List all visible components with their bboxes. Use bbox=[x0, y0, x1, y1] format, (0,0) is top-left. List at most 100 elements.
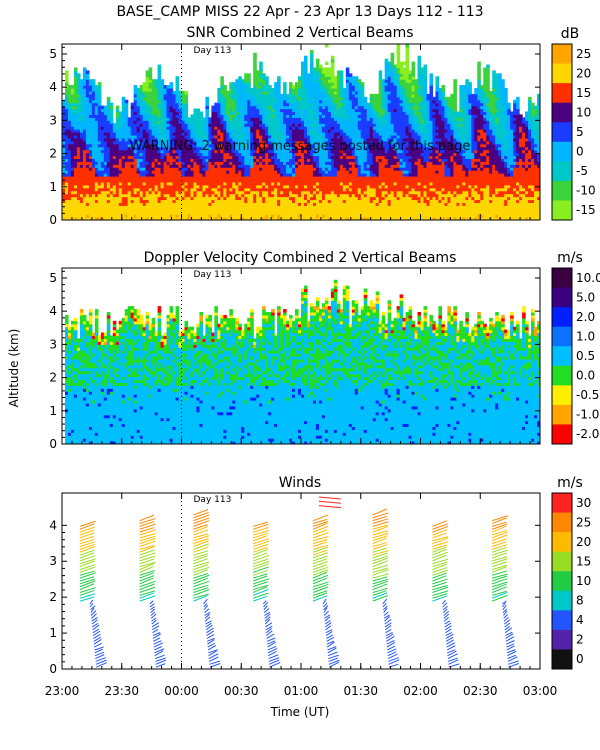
doppler-cell bbox=[136, 347, 141, 351]
doppler-cell bbox=[208, 344, 212, 351]
doppler-cell bbox=[121, 397, 126, 401]
doppler-cell bbox=[537, 373, 540, 378]
snr-cell bbox=[184, 137, 189, 168]
snr-cell bbox=[202, 184, 206, 192]
doppler-cell bbox=[136, 382, 141, 430]
doppler-cell bbox=[408, 338, 413, 345]
doppler-cell bbox=[441, 335, 445, 339]
doppler-cell bbox=[301, 373, 305, 378]
doppler-cell bbox=[256, 379, 260, 395]
doppler-cell bbox=[306, 320, 311, 328]
doppler-cell bbox=[399, 300, 404, 307]
snr-cell bbox=[199, 152, 204, 159]
doppler-cell bbox=[462, 326, 466, 339]
doppler-cell bbox=[181, 382, 186, 386]
snr-cell bbox=[238, 196, 242, 201]
doppler-cell bbox=[82, 358, 87, 366]
doppler-cell bbox=[477, 317, 481, 322]
doppler-cell bbox=[447, 306, 451, 313]
snr-cell bbox=[429, 161, 434, 183]
snr-cell bbox=[312, 117, 317, 136]
snr-cell bbox=[211, 137, 215, 145]
snr-cell bbox=[426, 132, 431, 148]
snr-cell bbox=[477, 199, 481, 203]
doppler-cell bbox=[238, 370, 242, 378]
snr-cell bbox=[256, 152, 260, 159]
snr-cell bbox=[64, 108, 69, 130]
snr-cell bbox=[208, 158, 212, 162]
snr-cell bbox=[85, 70, 90, 74]
doppler-cell bbox=[372, 335, 377, 339]
doppler-cell bbox=[480, 326, 484, 337]
doppler-cell bbox=[432, 320, 437, 325]
snr-cell bbox=[112, 137, 117, 142]
snr-cell bbox=[534, 134, 538, 139]
doppler-cell bbox=[133, 329, 138, 337]
snr-cell bbox=[435, 173, 440, 192]
snr-cell bbox=[513, 114, 517, 118]
snr-cell bbox=[148, 82, 153, 89]
snr-cell bbox=[408, 158, 413, 162]
snr-cell bbox=[474, 158, 478, 162]
doppler-cell bbox=[429, 361, 434, 366]
snr-cell bbox=[265, 190, 269, 215]
doppler-cell bbox=[106, 350, 111, 357]
doppler-cell bbox=[298, 388, 302, 395]
doppler-cell bbox=[226, 332, 230, 348]
snr-cell bbox=[423, 190, 428, 198]
snr-cell bbox=[223, 85, 227, 98]
doppler-cell bbox=[363, 320, 368, 331]
snr-cell bbox=[250, 132, 254, 157]
doppler-cell bbox=[432, 329, 437, 334]
doppler-cell bbox=[387, 335, 392, 339]
snr-cell bbox=[211, 105, 215, 113]
y-tick-label: 3 bbox=[49, 113, 57, 127]
doppler-cell bbox=[519, 376, 523, 444]
doppler-cell bbox=[435, 326, 440, 331]
snr-cell bbox=[498, 90, 502, 95]
snr-cell bbox=[519, 132, 523, 139]
snr-cell bbox=[438, 152, 443, 157]
snr-cell bbox=[330, 82, 335, 86]
doppler-cell bbox=[214, 312, 218, 316]
doppler-cell bbox=[256, 394, 260, 398]
doppler-cell bbox=[265, 341, 269, 357]
doppler-cell bbox=[199, 320, 204, 325]
doppler-cell bbox=[145, 379, 150, 383]
snr-cell bbox=[151, 134, 156, 145]
doppler-cell bbox=[477, 388, 481, 444]
snr-cell bbox=[321, 132, 326, 171]
snr-cell bbox=[402, 61, 407, 66]
snr-cell bbox=[345, 67, 350, 77]
snr-cell bbox=[226, 170, 230, 174]
doppler-cell bbox=[121, 382, 126, 386]
doppler-cell bbox=[303, 294, 308, 298]
snr-cell bbox=[223, 199, 227, 218]
snr-cell bbox=[286, 108, 290, 115]
doppler-cell bbox=[97, 373, 102, 378]
y-tick-label: 1 bbox=[49, 180, 57, 194]
snr-cell bbox=[342, 88, 347, 101]
doppler-cell bbox=[330, 373, 335, 378]
doppler-cell bbox=[480, 320, 484, 325]
snr-cell bbox=[301, 129, 305, 142]
snr-cell bbox=[369, 99, 374, 104]
doppler-cell bbox=[357, 335, 362, 351]
snr-cell bbox=[339, 152, 344, 157]
doppler-cell bbox=[531, 309, 535, 313]
doppler-cell bbox=[378, 323, 383, 328]
doppler-cell bbox=[217, 394, 221, 398]
snr-cell bbox=[79, 193, 84, 198]
snr-cell bbox=[483, 117, 487, 121]
doppler-cell bbox=[130, 320, 135, 325]
snr-cell bbox=[417, 108, 422, 113]
snr-cell bbox=[73, 105, 78, 110]
doppler-cell bbox=[178, 341, 183, 348]
snr-cell bbox=[534, 114, 538, 133]
doppler-cell bbox=[265, 329, 269, 339]
doppler-cell bbox=[109, 335, 114, 342]
doppler-cell bbox=[112, 335, 117, 351]
doppler-cell bbox=[450, 358, 454, 363]
snr-cell bbox=[447, 105, 451, 118]
snr-cell bbox=[88, 143, 93, 148]
